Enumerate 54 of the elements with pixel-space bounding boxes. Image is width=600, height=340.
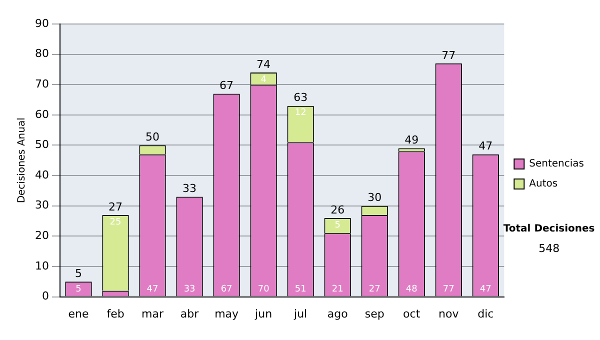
- x-tick-label: dic: [478, 307, 494, 320]
- y-tick-label: 0: [42, 290, 49, 303]
- x-tick-label: mar: [142, 307, 164, 320]
- total-label: 67: [220, 79, 234, 92]
- total-label: 77: [442, 48, 456, 62]
- x-tick-label: oct: [403, 307, 421, 320]
- data-label: 12: [294, 108, 306, 118]
- x-tick-label: ene: [68, 307, 89, 320]
- total-label: 74: [256, 58, 271, 71]
- x-tick-label: ago: [327, 307, 348, 320]
- data-label: 21: [332, 284, 344, 295]
- text: 548: [538, 242, 560, 255]
- data-label: 70: [258, 284, 270, 295]
- data-label: 25: [110, 217, 122, 228]
- total-label: 49: [404, 134, 419, 147]
- x-tick-label: jun: [254, 307, 272, 320]
- data-label: 51: [294, 284, 306, 295]
- y-tick-label: 50: [34, 138, 49, 152]
- total-label: 50: [146, 130, 160, 144]
- data-label: 47: [480, 284, 492, 295]
- legend-label: Autos: [529, 178, 558, 190]
- y-tick-label: 60: [34, 108, 49, 121]
- data-label: 27: [368, 284, 380, 295]
- total-label: 27: [108, 200, 123, 214]
- x-tick-label: jul: [293, 307, 308, 320]
- total-label: 47: [478, 140, 493, 153]
- total-label: 30: [368, 191, 382, 204]
- y-tick-label: 40: [34, 168, 49, 182]
- y-tick-label: 20: [34, 229, 49, 242]
- total-label: 26: [330, 203, 345, 216]
- data-label: 5: [76, 284, 82, 295]
- total-label: 5: [75, 267, 82, 280]
- x-tick-label: nov: [438, 307, 460, 320]
- y-tick-label: 80: [34, 47, 49, 60]
- y-tick-label: 70: [34, 77, 49, 90]
- data-label: 33: [184, 284, 196, 295]
- x-tick-label: may: [214, 307, 240, 320]
- data-label: 5: [334, 220, 340, 230]
- annotation: Total Decisiones: [503, 224, 595, 235]
- y-tick-label: 30: [34, 198, 49, 212]
- total-label: 63: [294, 91, 308, 104]
- legend-label: Sentencias: [529, 158, 584, 170]
- y-tick-label: 90: [34, 16, 49, 30]
- x-tick-label: feb: [106, 307, 124, 320]
- data-label: 47: [146, 284, 158, 295]
- data-label: 67: [220, 284, 232, 295]
- y-axis-title: Decisiones Anual: [16, 118, 28, 204]
- total-label: 33: [182, 182, 197, 196]
- data-label: 4: [260, 74, 267, 85]
- data-label: 77: [442, 284, 454, 295]
- x-tick-label: sep: [364, 307, 384, 320]
- y-tick-label: 10: [34, 259, 49, 272]
- data-label: 48: [406, 284, 418, 295]
- x-tick-label: abr: [180, 307, 200, 320]
